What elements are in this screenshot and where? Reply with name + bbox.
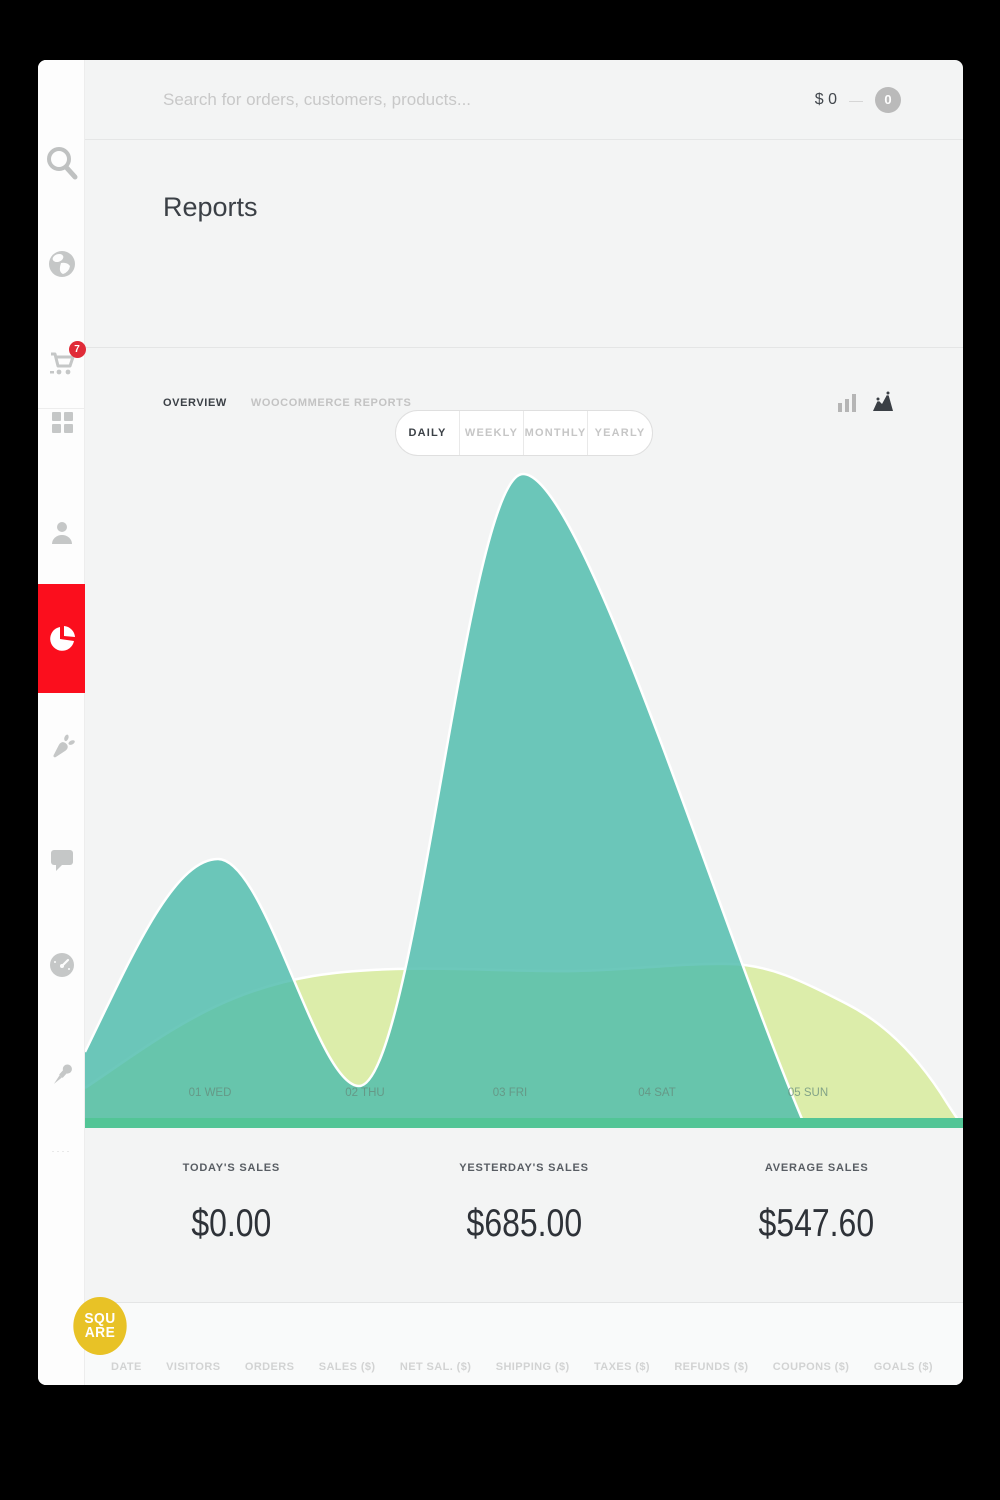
col-sales[interactable]: SALES ($) [318,1361,376,1373]
period-monthly[interactable]: MONTHLY [524,411,588,455]
sidebar: 7 [38,60,127,1385]
top-search-bar[interactable]: Search for orders, customers, products..… [85,60,963,140]
stat-yesterday-value: $685.00 [466,1202,582,1245]
col-visitors[interactable]: VISITORS [166,1361,221,1373]
sidebar-divider [38,408,85,410]
sidebar-more-dots[interactable]: ···· [51,1146,72,1156]
user-icon[interactable] [38,518,85,548]
x-label-sat: 04 SAT [638,1087,676,1099]
tab-overview[interactable]: OVERVIEW [163,397,227,409]
page-title: Reports [163,192,258,222]
col-refunds[interactable]: REFUNDS ($) [674,1361,749,1373]
pie-chart-icon [49,625,75,651]
stat-average-value: $547.60 [758,1202,875,1245]
stat-yesterday: YESTERDAY'S SALES $685.00 [378,1128,671,1302]
stat-yesterday-label: YESTERDAY'S SALES [459,1162,589,1174]
area-chart-toggle-icon[interactable] [871,390,895,414]
report-tabs: OVERVIEW WOOCOMMERCE REPORTS [163,397,411,409]
sales-stats: TODAY'S SALES $0.00 YESTERDAY'S SALES $6… [85,1128,963,1302]
items-count-badge[interactable]: 0 [875,86,901,113]
sales-area-chart[interactable]: 01 WED 02 THU 03 FRI 04 SAT 05 SUN [85,460,963,1128]
globe-icon[interactable] [38,249,85,279]
x-label-wed: 01 WED [189,1087,232,1099]
search-icon[interactable] [38,143,85,183]
col-date[interactable]: DATE [111,1361,142,1373]
chat-icon[interactable] [38,846,85,874]
logo-text-line1: SQU [84,1310,116,1327]
stat-average-label: AVERAGE SALES [764,1162,869,1174]
stat-today-label: TODAY'S SALES [182,1162,281,1174]
chart-baseline [85,1118,963,1128]
report-table-header: DATE VISITORS ORDERS SALES ($) NET SAL. … [85,1302,963,1385]
stat-today: TODAY'S SALES $0.00 [85,1128,378,1302]
cart-icon[interactable]: 7 [38,341,86,378]
cart-badge: 7 [68,341,86,358]
cart-total: $ 0 [814,90,837,108]
col-net-sales[interactable]: NET SAL. ($) [399,1361,472,1373]
sales-series-area [85,474,805,1128]
stat-average: AVERAGE SALES $547.60 [670,1128,963,1302]
square-logo[interactable]: SQU ARE [73,1297,127,1355]
col-coupons[interactable]: COUPONS ($) [772,1361,850,1373]
logo-text-line2: ARE [84,1324,116,1341]
period-weekly[interactable]: WEEKLY [460,411,524,455]
chart-section: DAILY WEEKLY MONTHLY YEARLY 01 WED 02 TH… [85,348,963,1128]
col-orders[interactable]: ORDERS [244,1361,295,1373]
tab-woocommerce-reports[interactable]: WOOCOMMERCE REPORTS [250,397,412,409]
main-area: Search for orders, customers, products..… [85,60,963,1385]
grid-icon[interactable] [38,408,85,436]
period-toggle: DAILY WEEKLY MONTHLY YEARLY [395,410,653,456]
search-input[interactable]: Search for orders, customers, products..… [163,89,472,109]
x-label-fri: 03 FRI [493,1087,528,1099]
page-header: Reports OVERVIEW WOOCOMMERCE REPORTS [85,140,963,412]
dash-separator: — [849,91,863,108]
stat-today-value: $0.00 [191,1202,272,1245]
gauge-icon[interactable] [38,951,85,979]
col-goals[interactable]: GOALS ($) [873,1361,933,1373]
x-label-sun: 05 SUN [788,1087,828,1099]
period-daily[interactable]: DAILY [396,411,460,455]
sidebar-item-reports-active[interactable] [38,584,85,693]
period-yearly[interactable]: YEARLY [594,427,646,439]
col-taxes[interactable]: TAXES ($) [593,1361,650,1373]
col-shipping[interactable]: SHIPPING ($) [495,1361,570,1373]
bar-chart-toggle-icon[interactable] [837,392,857,414]
carrot-icon[interactable] [38,733,85,763]
x-label-thu: 02 THU [345,1087,384,1099]
pin-icon[interactable] [38,1060,85,1090]
app-window: 7 [38,60,963,1385]
